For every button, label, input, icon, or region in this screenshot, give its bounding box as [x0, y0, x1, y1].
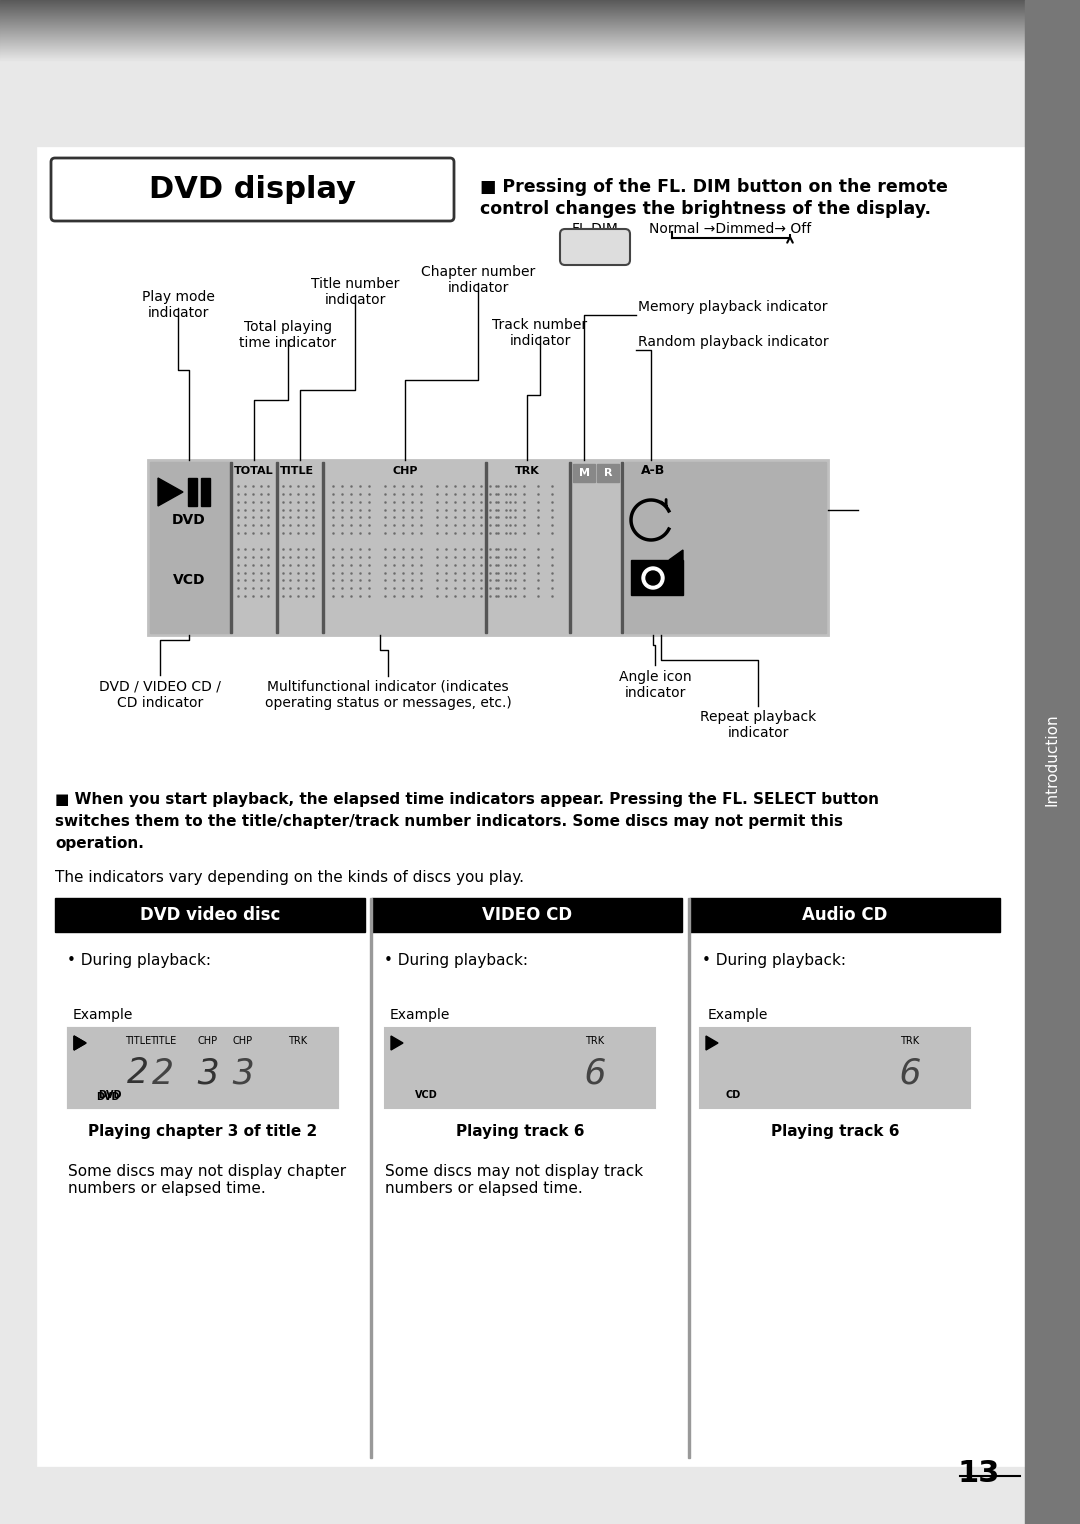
Bar — [1025, 0, 1080, 1524]
Text: A-B: A-B — [640, 465, 665, 477]
Text: 2: 2 — [127, 1056, 149, 1090]
Bar — [38, 148, 1026, 1466]
Text: Example: Example — [708, 1007, 768, 1023]
Text: VCD: VCD — [173, 573, 205, 587]
Bar — [201, 479, 210, 506]
Text: TOTAL: TOTAL — [234, 466, 274, 475]
Text: VIDEO CD: VIDEO CD — [482, 905, 572, 924]
Polygon shape — [706, 1036, 718, 1050]
Text: 6: 6 — [900, 1058, 921, 1091]
Bar — [621, 462, 622, 632]
Text: control changes the brightness of the display.: control changes the brightness of the di… — [480, 200, 931, 218]
Text: Multifunctional indicator (indicates
operating status or messages, etc.): Multifunctional indicator (indicates ope… — [265, 680, 511, 710]
Text: Playing track 6: Playing track 6 — [771, 1125, 900, 1138]
Text: TRK: TRK — [515, 466, 539, 475]
Bar — [370, 898, 372, 1458]
Polygon shape — [75, 1036, 86, 1050]
Text: DVD / VIDEO CD /
CD indicator: DVD / VIDEO CD / CD indicator — [99, 680, 221, 710]
Text: Example: Example — [390, 1007, 450, 1023]
Text: DVD: DVD — [98, 1090, 121, 1100]
Bar — [150, 462, 230, 632]
Text: TRK: TRK — [901, 1036, 919, 1045]
Text: Some discs may not display track
numbers or elapsed time.: Some discs may not display track numbers… — [384, 1164, 643, 1196]
Text: Memory playback indicator: Memory playback indicator — [638, 300, 827, 314]
Text: Some discs may not display chapter
numbers or elapsed time.: Some discs may not display chapter numbe… — [68, 1164, 346, 1196]
Text: TITLE: TITLE — [280, 466, 314, 475]
Text: TITLE: TITLE — [150, 1036, 176, 1045]
Text: Playing track 6: Playing track 6 — [456, 1125, 584, 1138]
Text: Introduction: Introduction — [1044, 713, 1059, 806]
Bar — [700, 1029, 970, 1108]
Text: Track number
indicator: Track number indicator — [492, 319, 588, 347]
Text: VCD: VCD — [415, 1090, 437, 1100]
Bar — [569, 462, 570, 632]
Text: Example: Example — [73, 1007, 133, 1023]
Text: DVD: DVD — [172, 514, 206, 527]
Text: CHP: CHP — [198, 1036, 218, 1045]
Text: Random playback indicator: Random playback indicator — [638, 335, 828, 349]
Text: 13: 13 — [958, 1458, 1000, 1487]
Bar — [230, 462, 231, 632]
Text: TRK: TRK — [288, 1036, 308, 1045]
Polygon shape — [391, 1036, 403, 1050]
Text: CD: CD — [725, 1090, 740, 1100]
Text: R: R — [604, 468, 612, 479]
Bar — [322, 462, 324, 632]
Text: ■ Pressing of the FL. DIM button on the remote: ■ Pressing of the FL. DIM button on the … — [480, 178, 948, 197]
Bar — [68, 1029, 338, 1108]
Text: Angle icon
indicator: Angle icon indicator — [619, 671, 691, 700]
Text: CHP: CHP — [233, 1036, 253, 1045]
FancyBboxPatch shape — [51, 158, 454, 221]
Text: Title number
indicator: Title number indicator — [311, 277, 400, 308]
Text: switches them to the title/chapter/track number indicators. Some discs may not p: switches them to the title/chapter/track… — [55, 814, 843, 829]
Text: Total playing
time indicator: Total playing time indicator — [240, 320, 337, 351]
Text: FL.DIM: FL.DIM — [571, 223, 619, 236]
Bar — [573, 463, 595, 482]
Text: TRK: TRK — [585, 1036, 605, 1045]
Text: 6: 6 — [584, 1058, 606, 1091]
Text: • During playback:: • During playback: — [384, 952, 528, 968]
Bar — [597, 463, 619, 482]
Text: Audio CD: Audio CD — [802, 905, 888, 924]
Text: ■ When you start playback, the elapsed time indicators appear. Pressing the FL. : ■ When you start playback, the elapsed t… — [55, 792, 879, 808]
Text: Repeat playback
indicator: Repeat playback indicator — [700, 710, 816, 741]
Circle shape — [646, 572, 660, 585]
Polygon shape — [158, 479, 183, 506]
Polygon shape — [669, 550, 683, 559]
Bar — [55, 898, 365, 933]
Bar — [688, 898, 690, 1458]
Text: Playing chapter 3 of title 2: Playing chapter 3 of title 2 — [89, 1125, 318, 1138]
Text: CHP: CHP — [392, 466, 418, 475]
Bar — [384, 1029, 654, 1108]
FancyBboxPatch shape — [561, 229, 630, 265]
Text: Normal →Dimmed→ Off: Normal →Dimmed→ Off — [649, 223, 811, 236]
Text: TITLE: TITLE — [125, 1036, 151, 1045]
Text: 3: 3 — [198, 1056, 219, 1090]
Text: • During playback:: • During playback: — [67, 952, 211, 968]
Bar — [276, 462, 278, 632]
Bar — [485, 462, 486, 632]
Text: Play mode
indicator: Play mode indicator — [141, 290, 215, 320]
Bar — [68, 1029, 338, 1108]
Bar — [188, 479, 197, 506]
Text: M: M — [579, 468, 590, 479]
Bar — [372, 898, 681, 933]
Bar — [148, 460, 828, 636]
Polygon shape — [75, 1036, 86, 1050]
Text: Chapter number
indicator: Chapter number indicator — [421, 265, 535, 296]
Text: operation.: operation. — [55, 837, 144, 850]
Text: • During playback:: • During playback: — [702, 952, 846, 968]
Bar — [690, 898, 1000, 933]
Text: DVD video disc: DVD video disc — [139, 905, 280, 924]
Text: DVD: DVD — [96, 1093, 120, 1102]
Circle shape — [642, 567, 664, 588]
Text: DVD display: DVD display — [149, 175, 356, 204]
Bar — [631, 559, 683, 594]
Bar — [625, 462, 826, 632]
Text: 2: 2 — [152, 1058, 174, 1091]
Text: 3: 3 — [232, 1058, 254, 1091]
Text: The indicators vary depending on the kinds of discs you play.: The indicators vary depending on the kin… — [55, 870, 524, 885]
